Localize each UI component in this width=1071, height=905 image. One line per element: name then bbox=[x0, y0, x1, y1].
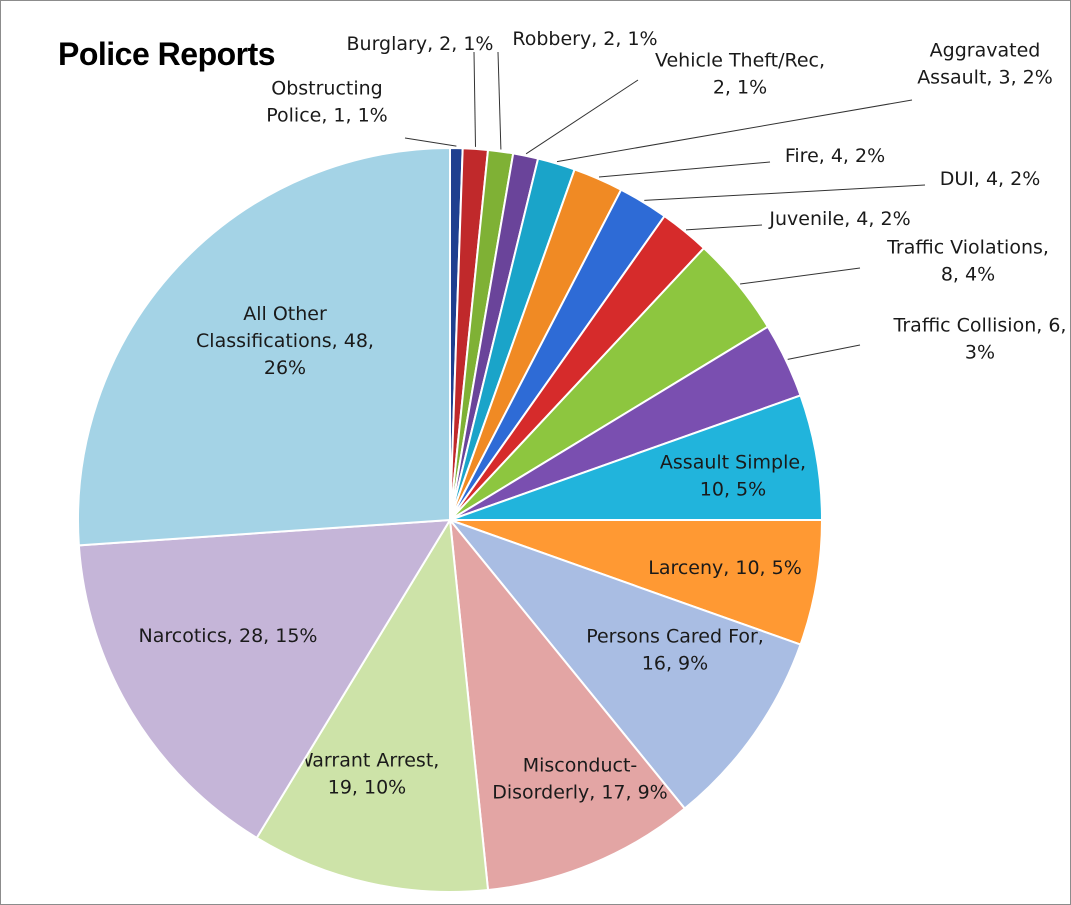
data-label: Burglary, 2, 1% bbox=[347, 33, 494, 55]
leader-line bbox=[598, 161, 771, 178]
data-label-line: Assault, 3, 2% bbox=[917, 67, 1053, 89]
leader-line bbox=[473, 51, 476, 147]
data-label-line: Traffic Collision, 6, bbox=[893, 315, 1067, 337]
data-label: Obstructing Police, 1, 1% bbox=[266, 78, 388, 127]
data-label-line: Misconduct- bbox=[523, 755, 638, 777]
data-label-line: Classifications, 48, bbox=[196, 330, 374, 352]
data-label-line: Disorderly, 17, 9% bbox=[492, 782, 667, 804]
data-label: Larceny, 10, 5% bbox=[648, 557, 802, 579]
data-label-line: Larceny, 10, 5% bbox=[648, 557, 802, 579]
pie-slice-persons-cared-for bbox=[446, 517, 802, 810]
data-label: Traffic Collision, 6, 3% bbox=[893, 315, 1067, 364]
leader-line bbox=[525, 79, 639, 155]
data-label-line: Juvenile, 4, 2% bbox=[768, 208, 910, 230]
data-label-line: Traffic Violations, bbox=[886, 237, 1049, 259]
data-label-line: Obstructing bbox=[271, 78, 383, 100]
data-label-line: Burglary, 2, 1% bbox=[347, 33, 494, 55]
data-label-line: 19, 10% bbox=[328, 777, 407, 799]
data-label-line: Vehicle Theft/Rec, bbox=[655, 50, 825, 72]
data-label-line: Police, 1, 1% bbox=[266, 105, 388, 127]
data-label-line: Fire, 4, 2% bbox=[785, 145, 885, 167]
leader-line bbox=[497, 51, 502, 150]
leader-line bbox=[740, 267, 861, 285]
leader-line bbox=[556, 99, 913, 163]
data-label-line: Robbery, 2, 1% bbox=[512, 28, 657, 50]
data-label-line: Assault Simple, bbox=[660, 452, 806, 474]
data-label-line: 8, 4% bbox=[941, 264, 995, 286]
data-label: Warrant Arrest, 19, 10% bbox=[295, 750, 440, 799]
data-label-line: 2, 1% bbox=[713, 77, 767, 99]
pie-slice-warrant-arrest bbox=[255, 516, 490, 893]
data-label-line: 16, 9% bbox=[642, 653, 708, 675]
data-label-line: DUI, 4, 2% bbox=[940, 168, 1041, 190]
data-label: Aggravated Assault, 3, 2% bbox=[917, 40, 1053, 89]
data-label: Traffic Violations, 8, 4% bbox=[886, 237, 1049, 286]
data-label: Narcotics, 28, 15% bbox=[139, 625, 318, 647]
data-label: Assault Simple, 10, 5% bbox=[660, 452, 806, 501]
data-label: Misconduct- Disorderly, 17, 9% bbox=[492, 755, 667, 804]
data-label-line: Narcotics, 28, 15% bbox=[139, 625, 318, 647]
data-label-line: Persons Cared For, bbox=[586, 626, 764, 648]
data-label-line: Warrant Arrest, bbox=[295, 750, 440, 772]
leader-line bbox=[404, 137, 457, 147]
pie-slice-narcotics bbox=[77, 518, 452, 840]
data-label-line: Aggravated bbox=[930, 40, 1041, 62]
data-label-line: 10, 5% bbox=[700, 479, 766, 501]
leader-line bbox=[685, 224, 763, 231]
chart-title: Police Reports bbox=[58, 36, 276, 72]
pie-slice-misconduct-disorderly bbox=[448, 516, 687, 892]
data-label: All Other Classifications, 48, 26% bbox=[196, 303, 374, 379]
data-label: Fire, 4, 2% bbox=[785, 145, 885, 167]
data-label-line: All Other bbox=[243, 303, 327, 325]
pie-slice-all-other-classifications bbox=[77, 146, 451, 547]
data-label: DUI, 4, 2% bbox=[940, 168, 1041, 190]
data-label-line: 26% bbox=[264, 357, 306, 379]
data-label: Vehicle Theft/Rec, 2, 1% bbox=[655, 50, 825, 99]
data-label: Robbery, 2, 1% bbox=[512, 28, 657, 50]
leader-line bbox=[787, 344, 861, 360]
data-label: Juvenile, 4, 2% bbox=[768, 208, 910, 230]
leader-line bbox=[644, 184, 926, 201]
data-label: Persons Cared For, 16, 9% bbox=[586, 626, 764, 675]
data-label-line: 3% bbox=[965, 342, 995, 364]
